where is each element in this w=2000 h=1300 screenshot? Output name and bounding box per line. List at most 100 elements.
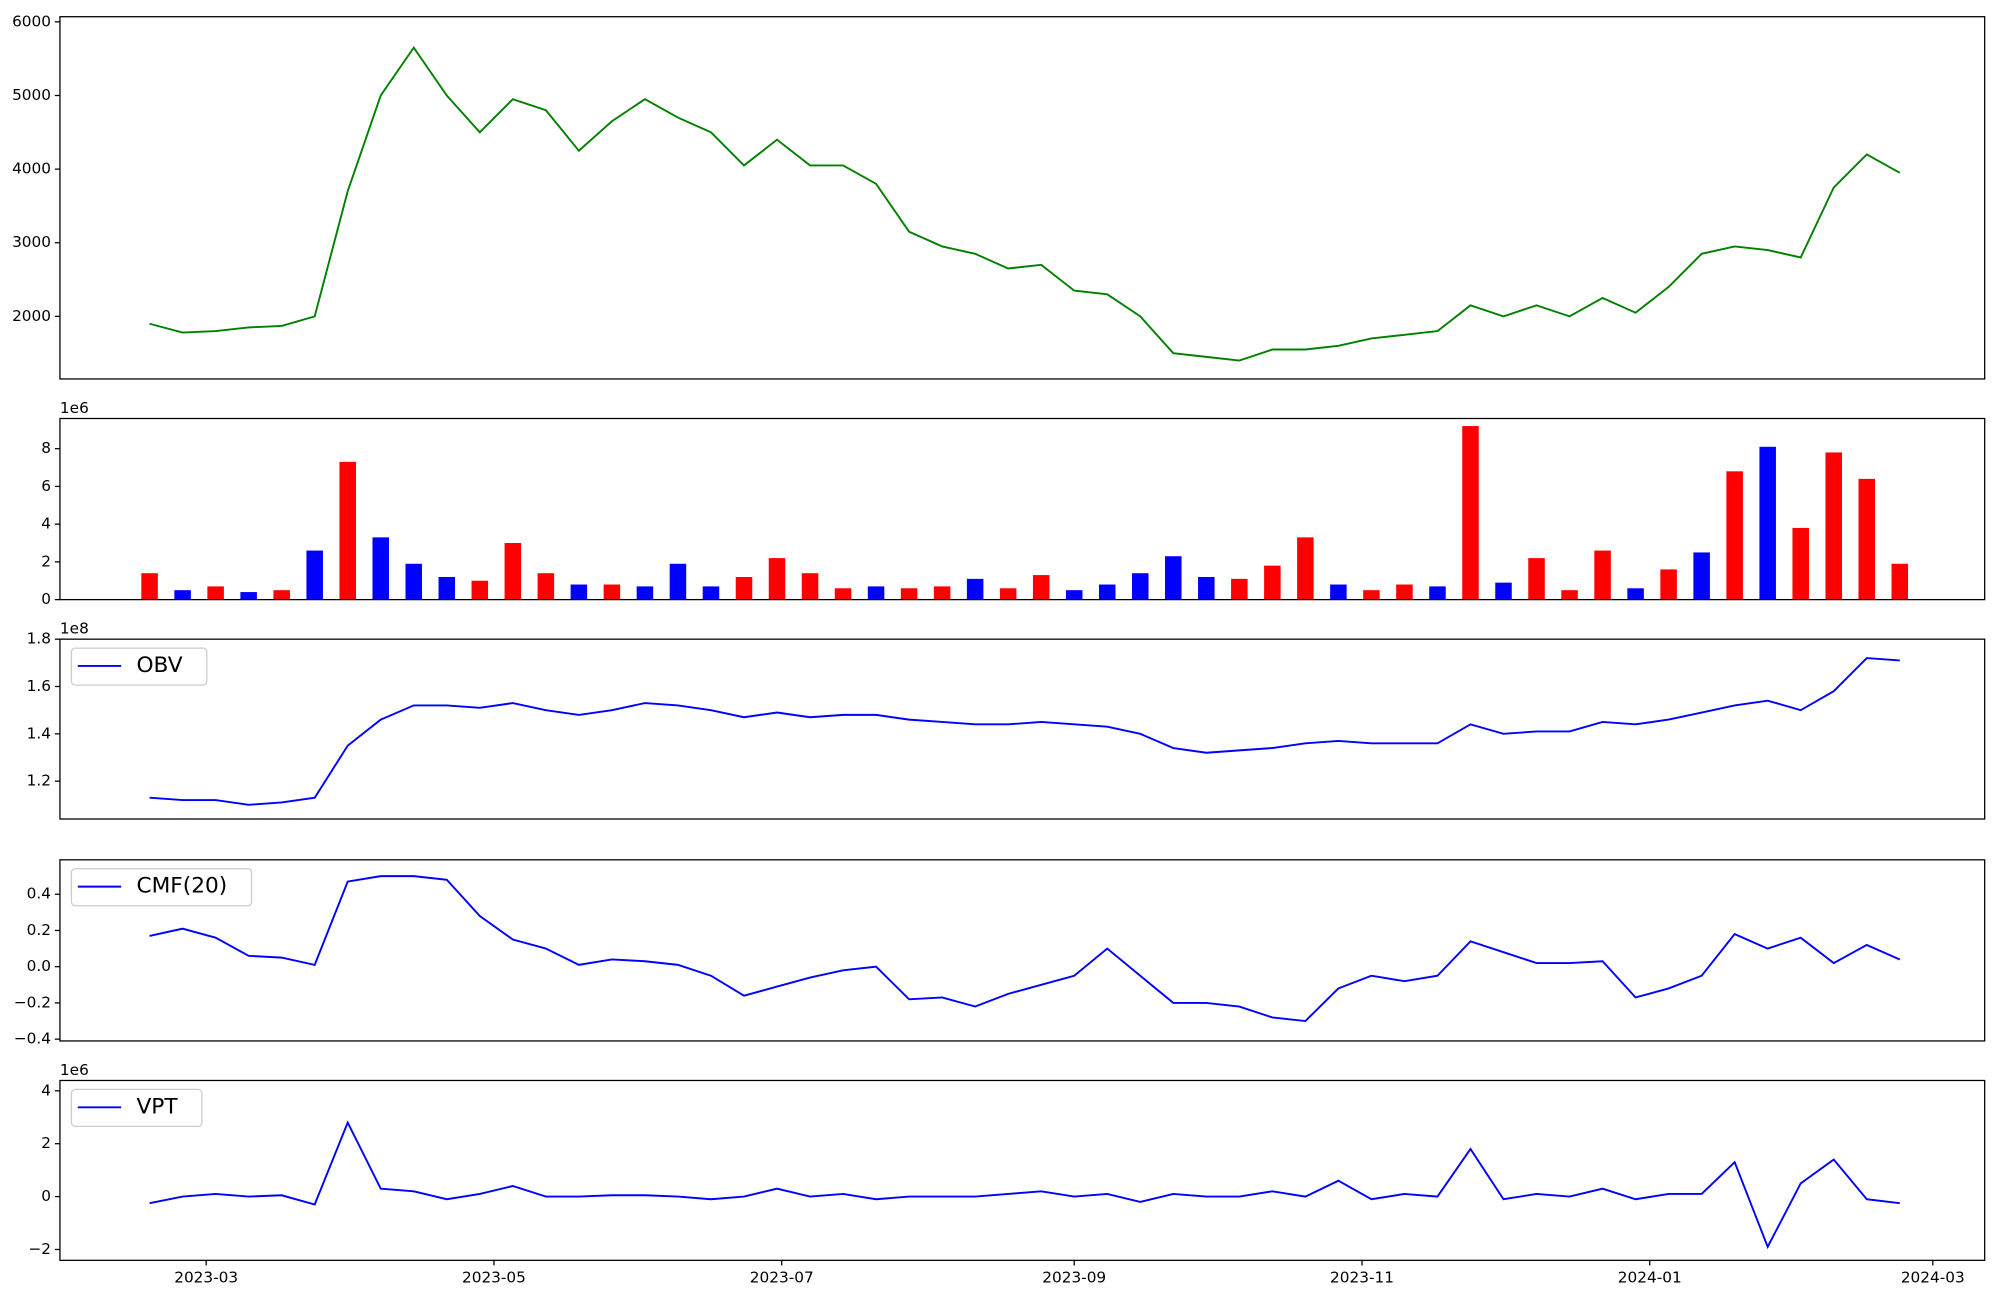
bar [339,461,356,600]
legend-box [70,647,208,686]
legend: VPT [70,1088,203,1128]
bar [999,588,1017,600]
bar [1627,588,1644,600]
bar [669,563,687,600]
y-tick-label: 2 [41,552,51,570]
bar [1594,550,1611,600]
subplot: 0 2 4 6 8 1e6 [41,399,1986,608]
bar [1032,575,1050,600]
bar [1693,552,1710,600]
line [149,45,1901,362]
bar [735,576,753,600]
bar [1825,452,1842,600]
bar [1198,576,1215,600]
bar [1660,569,1677,600]
bar [1297,537,1314,600]
bar [834,588,852,600]
bar [372,537,389,600]
y-tick-label: 0 [41,590,51,608]
y-tick-label: 4000 [12,160,51,178]
y-tick-label: 5000 [12,86,51,104]
x-tick-label: 2023-07 [750,1269,814,1287]
y-tick-label: 0.2 [27,921,51,939]
bar [273,590,290,600]
bar [240,592,257,600]
bar [1561,590,1578,600]
bar [933,586,951,600]
legend: OBV [70,647,208,686]
line [149,875,1901,1023]
axes-frame [59,417,1986,601]
y-tick-label: 3000 [12,233,51,251]
axes-frame [59,638,1986,820]
y-tick-label: 2000 [12,307,51,325]
bar [1495,582,1512,600]
axes-frame [59,859,1986,1042]
y-tick-label: −2 [28,1240,51,1258]
bar [174,590,191,600]
bar [603,584,621,600]
subplot: −2 0 2 4 1e6 VPT [28,1061,1986,1261]
bar [1065,590,1083,600]
bar [1330,584,1347,600]
y-tick-label: 6000 [12,12,51,30]
legend-box [70,868,253,907]
bar [1098,584,1116,600]
y-tick-label: 1.8 [27,630,51,648]
y-tick-label: 8 [41,439,51,457]
bar [537,573,555,600]
x-tick-label: 2023-03 [174,1269,238,1287]
legend-label: CMF(20) [136,874,227,899]
y-tick-label: 6 [41,477,51,495]
axis-offset-label: 1e8 [60,619,89,637]
y-tick-label: 2 [41,1134,51,1152]
y-tick-label: 4 [41,1081,51,1099]
bar [306,550,323,600]
y-tick-label: −0.4 [14,1030,51,1048]
y-tick-label: 1.6 [27,677,51,695]
axis-offset-label: 1e6 [60,399,89,417]
y-tick-label: 0.0 [27,957,51,975]
bar [1231,578,1248,600]
y-tick-label: 4 [41,515,51,533]
subplot: 2000 3000 4000 5000 6000 [12,12,1986,380]
bar [438,576,456,600]
bar [1363,590,1380,600]
bar [900,588,918,600]
axes-frame [59,1079,1986,1261]
subplot: −0.4 −0.2 0.0 0.2 0.4 CMF(20) [14,859,1986,1048]
bar [1528,558,1545,600]
x-tick-label: 2023-09 [1042,1269,1106,1287]
legend-box [70,1088,203,1128]
bar [1429,586,1446,600]
bar [471,580,489,600]
x-tick-label: 2023-05 [462,1269,526,1287]
bar [1462,426,1479,600]
bar [1891,563,1909,600]
bar [1396,584,1413,600]
y-tick-label: 0 [41,1187,51,1205]
bar [966,578,984,600]
legend: CMF(20) [70,868,253,907]
line [149,1120,1900,1250]
bar [702,586,720,600]
bar [1264,565,1281,600]
y-tick-label: −0.2 [14,993,51,1011]
axis-offset-label: 1e6 [60,1061,89,1079]
bar [1759,446,1776,600]
axes-frame [59,16,1986,380]
bar [207,586,224,600]
legend-label: VPT [136,1094,178,1119]
bar [768,558,786,600]
bar [867,586,885,600]
bar [1132,573,1149,600]
bar [801,573,819,600]
bar [1726,471,1743,600]
bar [141,573,158,600]
legend-label: OBV [136,653,182,678]
bar [1792,527,1809,600]
x-tick-label: 2024-03 [1901,1269,1965,1287]
bar [504,543,522,600]
